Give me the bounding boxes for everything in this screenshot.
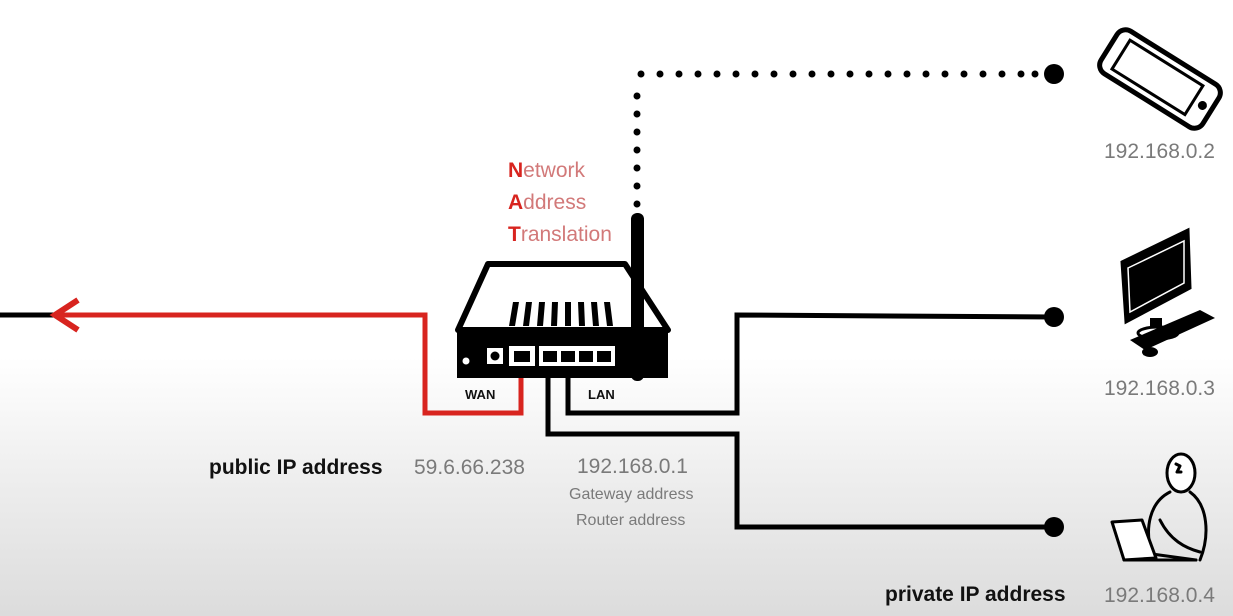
public-ip-label: public IP address bbox=[209, 456, 383, 479]
public-ip-value: 59.6.66.238 bbox=[414, 456, 525, 479]
router-ip-value: 192.168.0.1 bbox=[577, 455, 688, 478]
nat-acronym: Network Address Translation bbox=[508, 155, 612, 251]
lan-port-label: LAN bbox=[588, 387, 615, 402]
nat-line-network: Network bbox=[508, 159, 586, 182]
private-ip-label: private IP address bbox=[885, 583, 1066, 606]
router-icon bbox=[455, 213, 671, 381]
router-address-note: Router address bbox=[576, 512, 686, 529]
person-laptop-icon bbox=[1110, 452, 1208, 562]
wan-connection bbox=[0, 297, 524, 416]
desktop-computer-icon bbox=[1120, 227, 1215, 357]
lan-link-laptop bbox=[545, 362, 1064, 537]
smartphone-icon bbox=[1097, 27, 1223, 131]
desktop-ip: 192.168.0.3 bbox=[1104, 377, 1215, 400]
nat-line-translation: Translation bbox=[508, 223, 612, 246]
gateway-address-note: Gateway address bbox=[569, 486, 694, 503]
laptop-ip: 192.168.0.4 bbox=[1104, 584, 1215, 607]
nat-line-address: Address bbox=[508, 191, 587, 214]
phone-ip: 192.168.0.2 bbox=[1104, 140, 1215, 163]
wan-port-label: WAN bbox=[465, 387, 496, 402]
internet-arrow bbox=[49, 297, 80, 333]
lan-link-desktop bbox=[565, 307, 1064, 416]
wireless-link bbox=[633, 64, 1064, 208]
